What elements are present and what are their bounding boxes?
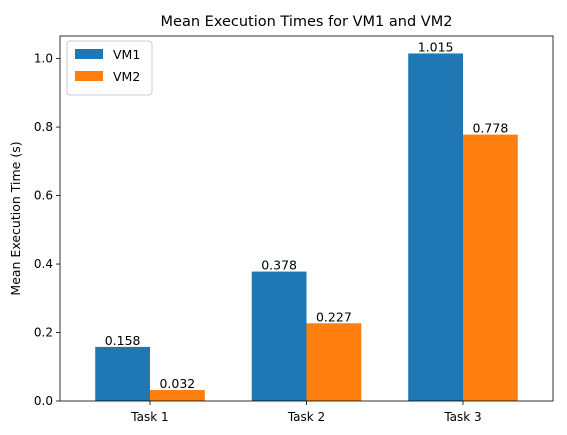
- y-tick-label-1: 0.2: [34, 326, 53, 340]
- legend-swatch-vm2: [75, 71, 103, 81]
- x-axis-ticks: Task 1 Task 2 Task 3: [130, 401, 482, 424]
- data-label-vm2-3: 0.778: [472, 121, 508, 136]
- x-tick-label-3: Task 3: [443, 410, 481, 424]
- legend-label-vm2: VM2: [113, 69, 140, 84]
- y-axis-ticks: 0.0 0.2 0.4 0.6 0.8 1.0: [34, 52, 60, 408]
- legend-label-vm1: VM1: [113, 47, 140, 62]
- y-tick-label-3: 0.6: [34, 189, 53, 203]
- y-tick-label-0: 0.0: [34, 394, 53, 408]
- bars-group: [95, 53, 518, 402]
- plot-frame: [59, 35, 554, 402]
- bar-vm2-1: [149, 390, 205, 401]
- y-axis-label: Mean Execution Time (s): [8, 141, 23, 295]
- chart-title: Mean Execution Times for VM1 and VM2: [161, 14, 453, 30]
- data-label-vm1-1: 0.158: [105, 333, 141, 348]
- x-tick-label-1: Task 1: [130, 410, 168, 424]
- bar-vm2-2: [306, 323, 362, 401]
- data-label-vm2-1: 0.032: [159, 376, 195, 391]
- bar-vm1-3: [408, 53, 464, 402]
- data-label-vm1-3: 1.015: [418, 39, 454, 54]
- data-label-vm1-2: 0.378: [261, 258, 297, 273]
- y-tick-label-4: 0.8: [34, 120, 53, 134]
- y-tick-label-2: 0.4: [34, 257, 53, 271]
- data-label-vm2-2: 0.227: [316, 309, 352, 324]
- bar-vm1-1: [95, 346, 150, 401]
- data-labels-group: 0.158 0.378 1.015 0.032 0.227 0.778: [105, 39, 509, 391]
- legend-swatch-vm1: [75, 49, 103, 59]
- x-tick-label-2: Task 2: [287, 410, 325, 424]
- y-tick-label-5: 1.0: [34, 52, 53, 66]
- bar-vm1-2: [251, 271, 307, 401]
- bar-vm2-3: [463, 134, 518, 401]
